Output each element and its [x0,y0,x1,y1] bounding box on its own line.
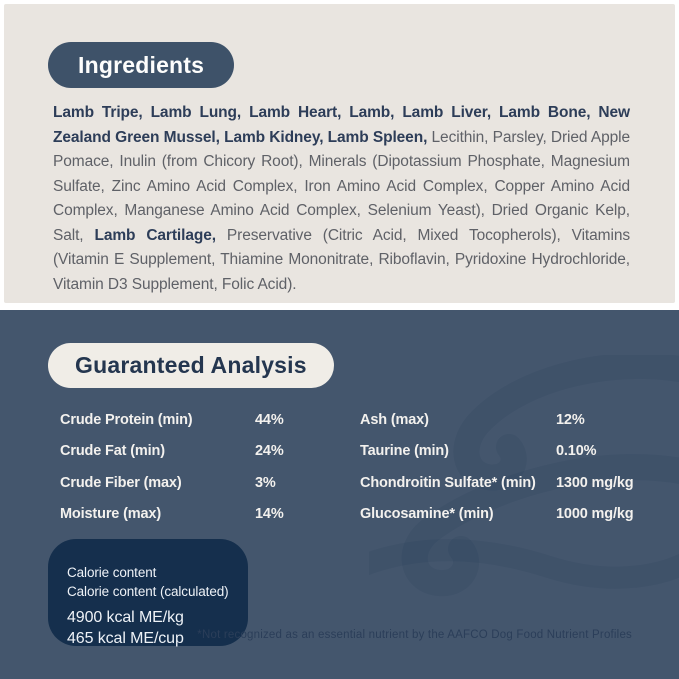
ingredients-regular-mid: Lecithin, Parsley, Dried Apple Pomace, I… [53,128,630,244]
ingredients-regular-tail: Preservative (Citric Acid, Mixed Tocophe… [53,226,630,293]
nutrient-value: 12% [556,411,585,428]
calorie-content-line: Calorie content [67,565,157,580]
nutrient-value: 1000 mg/kg [556,506,634,523]
table-row: Taurine (min) 0.10% [360,436,649,468]
table-row: Crude Protein (min) 44% [60,404,360,436]
ingredients-section: Ingredients Lamb Tripe, Lamb Lung, Lamb … [4,4,675,303]
nutrient-value: 0.10% [556,443,597,460]
table-row: Crude Fat (min) 24% [60,436,360,468]
nutrient-value: 14% [255,506,284,523]
nutrient-value: 1300 mg/kg [556,474,634,491]
guaranteed-analysis-section: Guaranteed Analysis Crude Protein (min) … [0,310,679,679]
kcal-per-cup: 465 kcal ME/cup [67,629,184,647]
nutrient-label: Ash (max) [360,411,429,428]
table-row: Ash (max) 12% [360,404,649,436]
nutrient-label: Crude Protein (min) [60,411,193,428]
nutrient-label: Chondroitin Sulfate* (min) [360,474,536,491]
calorie-content-calculated-line: Calorie content (calculated) [67,583,229,599]
ingredients-heading-pill: Ingredients [48,42,235,88]
table-row: Glucosamine* (min) 1000 mg/kg [360,499,649,531]
nutrient-label: Moisture (max) [60,506,162,523]
guaranteed-analysis-heading-pill: Guaranteed Analysis [48,343,334,388]
guaranteed-analysis-table: Crude Protein (min) 44% Crude Fat (min) … [60,404,649,530]
nutrient-label: Crude Fat (min) [60,443,165,460]
table-row: Chondroitin Sulfate* (min) 1300 mg/kg [360,467,649,499]
table-row: Moisture (max) 14% [60,499,360,531]
analysis-column-left: Crude Protein (min) 44% Crude Fat (min) … [60,404,360,530]
nutrient-label: Taurine (min) [360,443,449,460]
nutrient-label: Glucosamine* (min) [360,506,494,523]
kcal-per-kg: 4900 kcal ME/kg [67,609,184,626]
nutrient-value: 24% [255,443,284,460]
ingredients-bold-lead: Lamb Tripe, Lamb Lung, Lamb Heart, Lamb,… [53,104,630,146]
analysis-column-right: Ash (max) 12% Taurine (min) 0.10% Chondr… [360,404,649,530]
nutrient-label: Crude Fiber (max) [60,474,182,491]
nutrient-value: 3% [255,474,276,491]
guaranteed-analysis-heading: Guaranteed Analysis [75,352,307,378]
ingredients-heading: Ingredients [78,51,205,78]
calorie-content-box: Calorie content Calorie content (calcula… [48,539,248,649]
aafco-footnote: *Not recognized as an essential nutrient… [197,629,632,641]
table-row: Crude Fiber (max) 3% [60,467,360,499]
nutrient-value: 44% [255,411,284,428]
ingredients-bold-cartilage: Lamb Cartilage, [94,226,227,244]
calorie-values: 4900 kcal ME/kg 465 kcal ME/cup [67,608,232,649]
ingredients-list: Lamb Tripe, Lamb Lung, Lamb Heart, Lamb,… [53,101,630,297]
